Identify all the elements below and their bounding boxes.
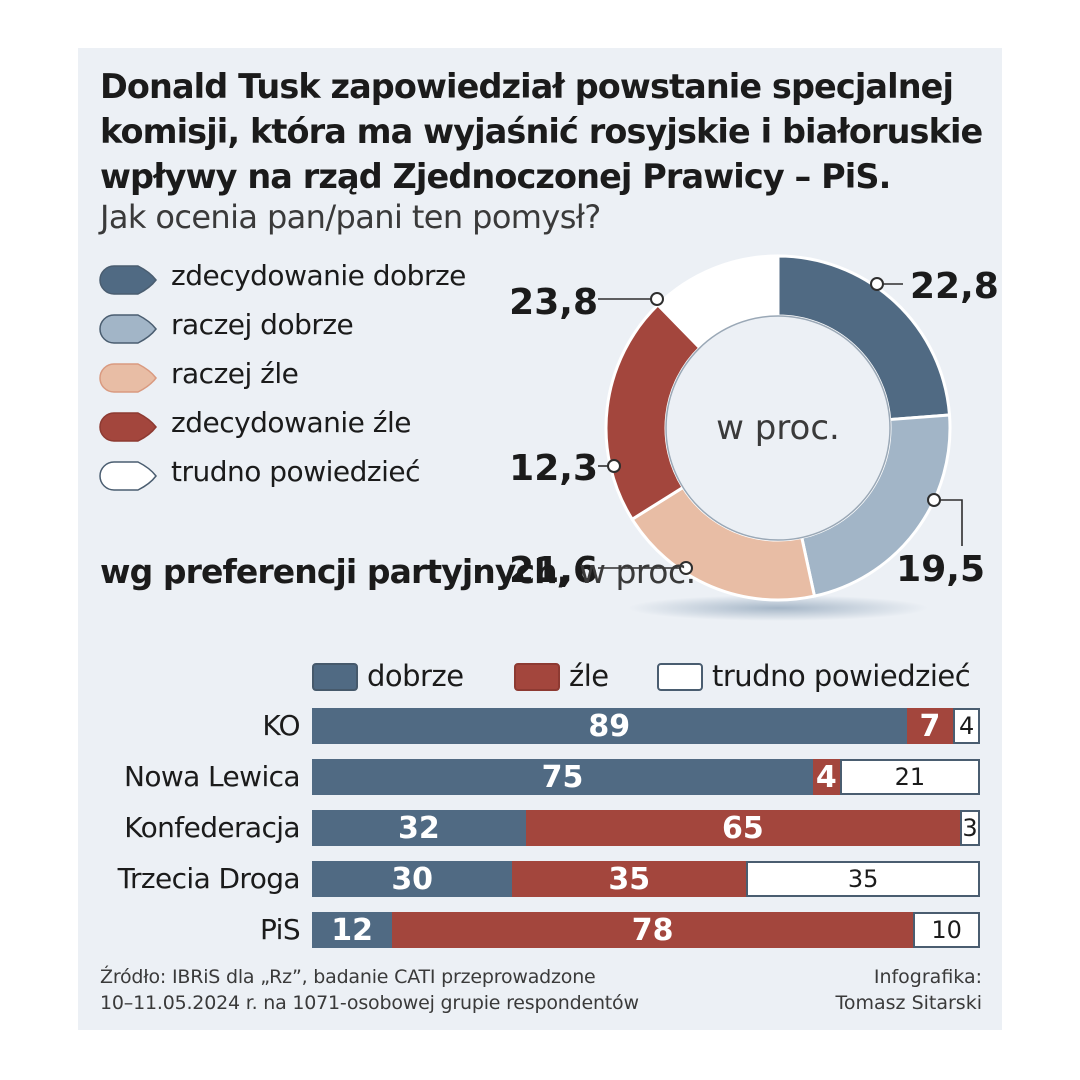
bar-value-label: 21	[894, 763, 926, 791]
legend-swatch	[99, 265, 157, 295]
legend-swatch	[99, 314, 157, 344]
donut-shadow	[628, 595, 928, 621]
legend-label: raczej dobrze	[171, 308, 354, 341]
bar-segment-good: 32	[312, 810, 526, 846]
bar-segment-good: 75	[312, 759, 813, 795]
donut-value-label: 22,8	[910, 266, 999, 307]
bar-value-label: 10	[931, 916, 962, 944]
legend-label: raczej źle	[171, 357, 299, 390]
bar-segment-bad: 35	[512, 861, 747, 897]
bar-legend-swatch	[514, 663, 560, 691]
legend-label: zdecydowanie źle	[171, 406, 411, 439]
legend-label: trudno powiedzieć	[171, 455, 420, 488]
bar-legend-label: źle	[569, 659, 609, 693]
bar-segment-unsure: 35	[746, 861, 980, 897]
callout-dot	[650, 292, 664, 306]
donut-hole	[665, 315, 891, 541]
bar-legend-label: dobrze	[367, 659, 464, 693]
bar-value-label: 75	[541, 759, 584, 795]
bar-value-label: 65	[721, 810, 764, 846]
legend-label: zdecydowanie dobrze	[171, 259, 466, 292]
bar-segment-good: 89	[312, 708, 907, 744]
bar-segment-bad: 4	[813, 759, 840, 795]
callout-dot	[870, 277, 884, 291]
bar-category-label: Konfederacja	[124, 811, 300, 844]
bar-row: 32 65 3	[312, 810, 980, 846]
bar-legend-label: trudno powiedzieć	[712, 659, 971, 693]
party-section-title: wg preferencji partyjnych, w proc.	[100, 550, 696, 594]
party-section-title-unit: w proc.	[579, 552, 696, 591]
source-line: 10–11.05.2024 r. na 1071-osobowej grupie…	[100, 992, 639, 1014]
bar-segment-good: 12	[312, 912, 393, 948]
credit-line: Tomasz Sitarski	[835, 992, 983, 1014]
callout-dot	[927, 493, 941, 507]
source-note: Źródło: IBRiS dla „Rz”, badanie CATI prz…	[100, 964, 639, 1016]
bar-row: 89 7 4	[312, 708, 980, 744]
bar-segment-good: 30	[312, 861, 513, 897]
bar-row: 12 78 10	[312, 912, 980, 948]
bar-legend-swatch	[657, 663, 703, 691]
bar-value-label: 4	[958, 712, 975, 740]
legend-swatch	[99, 461, 157, 491]
donut-value-label: 19,5	[896, 549, 985, 590]
bar-category-label: Trzecia Droga	[117, 862, 301, 895]
bar-row: 75 4 21	[312, 759, 980, 795]
bar-row: 30 35 35	[312, 861, 980, 897]
bar-value-label: 35	[847, 865, 879, 893]
source-line: Źródło: IBRiS dla „Rz”, badanie CATI prz…	[100, 966, 596, 988]
chart-subtitle: Jak ocenia pan/pani ten pomysł?	[100, 198, 601, 236]
bar-value-label: 12	[331, 912, 373, 948]
callout-dot	[607, 459, 621, 473]
bar-category-label: Nowa Lewica	[123, 760, 301, 793]
bar-value-label: 7	[919, 708, 941, 744]
bar-value-label: 3	[962, 814, 978, 842]
credit-line: Infografika:	[873, 966, 982, 988]
donut-center-label: w proc.	[716, 408, 840, 448]
donut-chart: w proc. 23,8 22,8 19,5 21,6 12,3	[509, 254, 999, 621]
callout-dot	[679, 561, 693, 575]
legend-swatch	[99, 412, 157, 442]
bar-legend-swatch	[312, 663, 358, 691]
bar-segment-bad: 78	[392, 912, 914, 948]
bar-value-label: 89	[588, 708, 631, 744]
callout-line	[934, 499, 963, 546]
bar-value-label: 35	[608, 861, 651, 897]
bar-segment-unsure: 21	[839, 759, 980, 795]
credit-note: Infografika: Tomasz Sitarski	[836, 964, 983, 1016]
bar-segment-bad: 7	[906, 708, 954, 744]
bar-category-label: PiS	[259, 913, 301, 946]
bar-segment-unsure: 3	[959, 810, 980, 846]
bar-value-label: 30	[391, 861, 434, 897]
bar-value-label: 78	[631, 912, 674, 948]
party-section-title-bold: wg preferencji partyjnych,	[100, 552, 569, 591]
bar-segment-bad: 65	[525, 810, 960, 846]
donut-value-label: 21,6	[509, 550, 598, 591]
chart-title: Donald Tusk zapowiedział powstanie specj…	[100, 67, 983, 196]
bar-segment-unsure: 10	[913, 912, 980, 948]
donut-value-label: 23,8	[509, 282, 598, 323]
donut-value-label: 12,3	[509, 448, 598, 489]
legend-swatch	[99, 363, 157, 393]
bar-value-label: 32	[398, 810, 440, 846]
bar-value-label: 4	[815, 759, 837, 795]
bar-segment-unsure: 4	[953, 708, 980, 744]
bar-category-label: KO	[262, 709, 300, 742]
